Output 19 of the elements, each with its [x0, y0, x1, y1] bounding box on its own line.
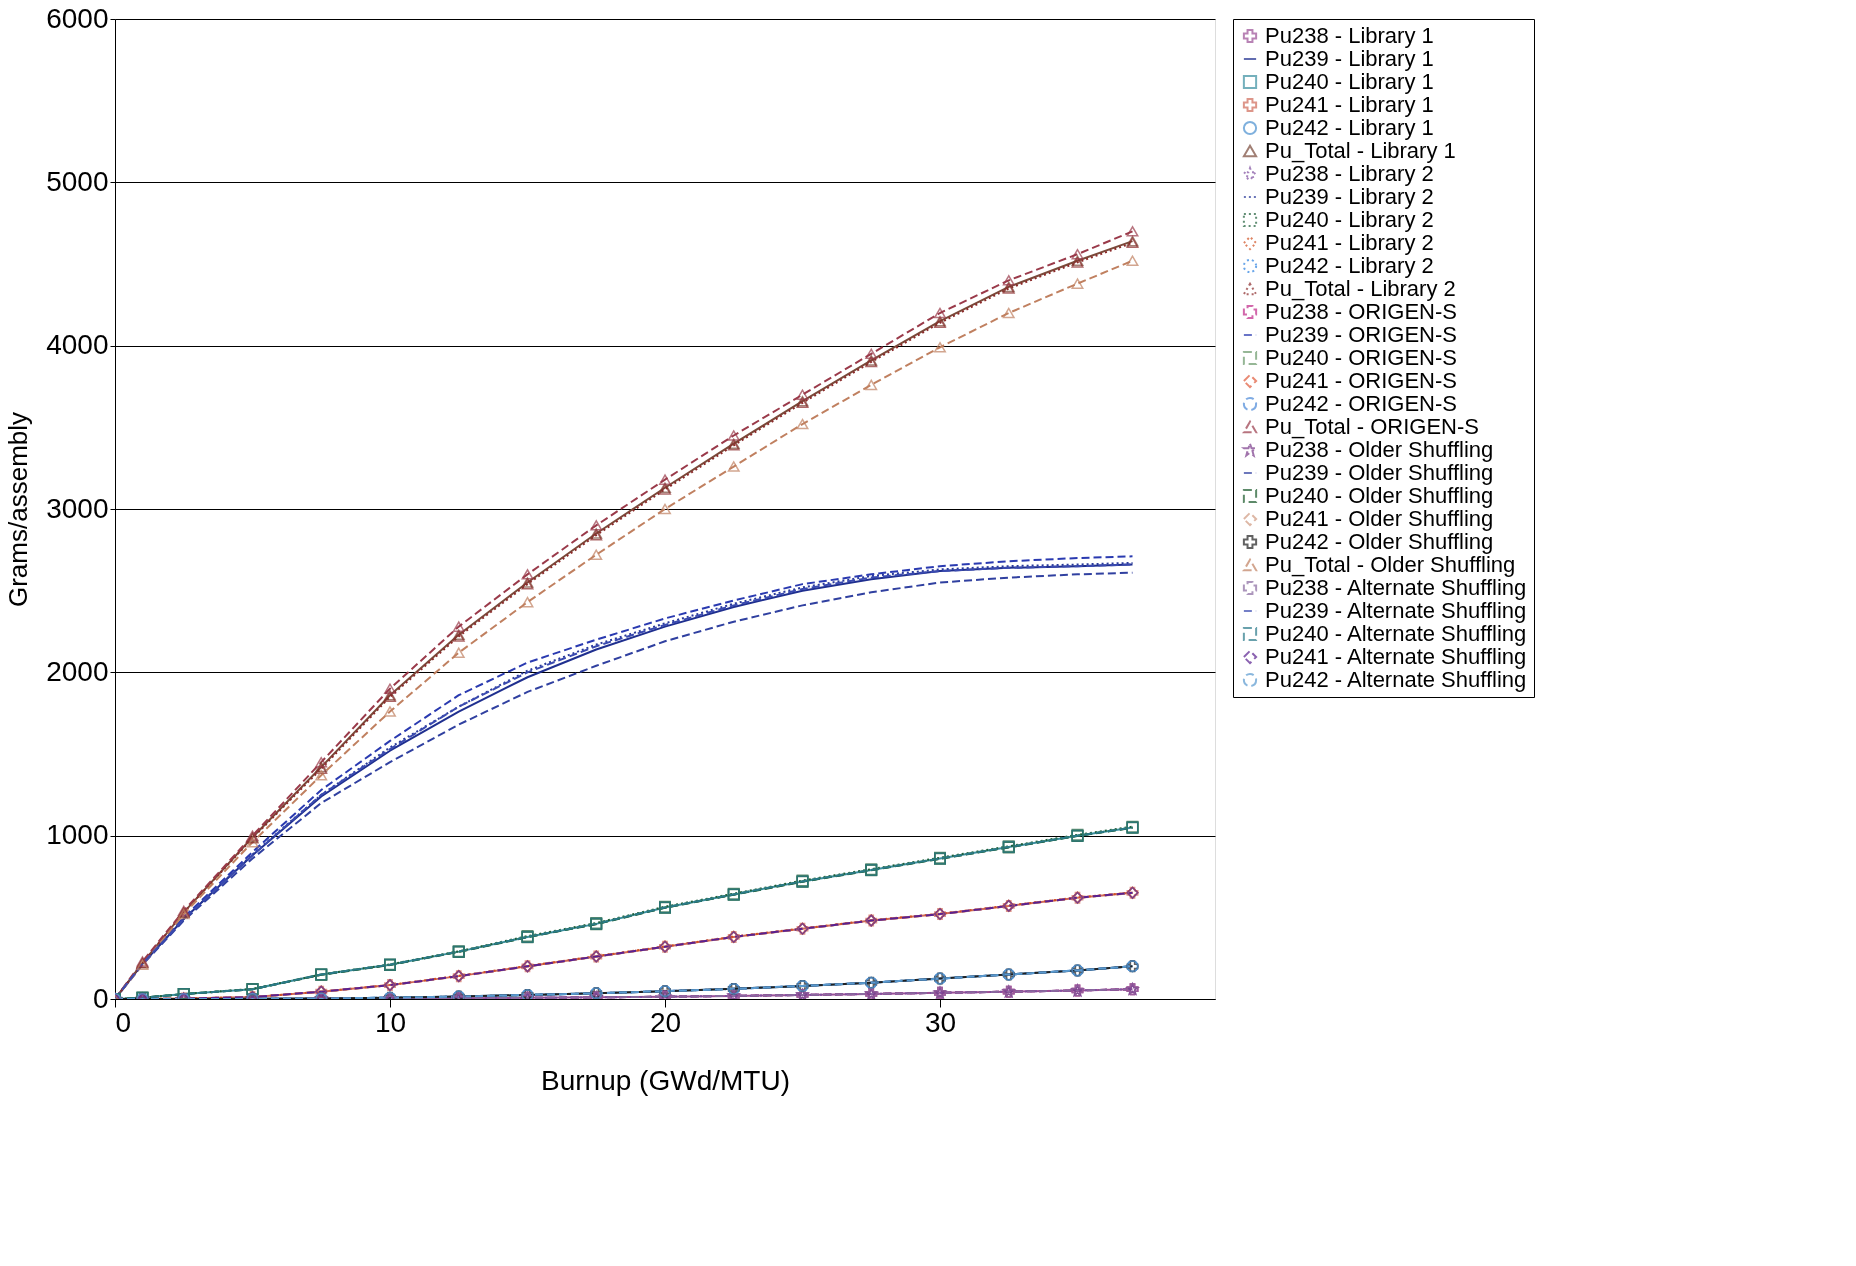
legend-label: Pu240 - ORIGEN-S — [1265, 345, 1457, 370]
y-tick-label: 4000 — [46, 329, 109, 361]
legend-label: Pu239 - ORIGEN-S — [1265, 322, 1457, 347]
x-axis-title: Burnup (GWd/MTU) — [541, 1064, 790, 1096]
legend-label: Pu_Total - ORIGEN-S — [1265, 414, 1479, 439]
y-tick-label: 2000 — [46, 655, 109, 687]
y-tick-label: 0 — [92, 982, 109, 1014]
y-tick-label: 3000 — [46, 492, 109, 524]
y-axis-title: Grams/assembly — [3, 411, 34, 608]
legend-label: Pu242 - ORIGEN-S — [1265, 391, 1457, 416]
y-tick-label: 5000 — [46, 165, 109, 197]
x-tick-label: 0 — [115, 1006, 132, 1038]
x-tick-label: 30 — [924, 1006, 957, 1038]
x-tick-label: 20 — [649, 1006, 682, 1038]
legend-label: Pu241 - ORIGEN-S — [1265, 368, 1457, 393]
y-tick-label: 6000 — [46, 2, 109, 34]
legend-label: Pu238 - Library 1 — [1265, 23, 1434, 48]
y-tick-label: 1000 — [46, 819, 109, 851]
x-tick-label: 10 — [374, 1006, 407, 1038]
